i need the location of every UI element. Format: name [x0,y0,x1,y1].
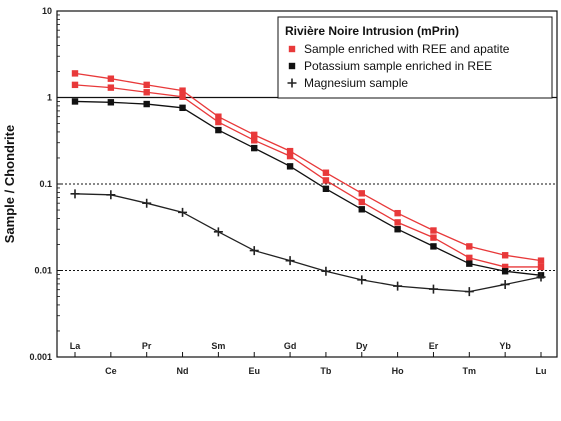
data-point [107,99,115,106]
series-0 [71,70,545,264]
x-category-label: Tm [463,366,477,376]
data-point [288,45,296,53]
x-category-label: Pr [142,341,152,351]
legend-entry: Magnesium sample [304,76,408,90]
y-tick-label: 0.001 [29,352,52,362]
data-point [430,227,437,234]
data-point [251,137,258,144]
y-axis: 10 1 0.1 0.01 0.001 [29,6,62,362]
data-point [179,87,186,94]
data-point [251,144,258,152]
data-point [286,163,294,170]
data-point [358,198,365,206]
data-point [107,75,115,82]
data-point [106,190,116,200]
data-point [358,206,365,213]
data-point [466,243,473,250]
x-category-label: Lu [536,366,547,376]
x-category-label: Ce [105,366,117,376]
data-point [358,190,365,197]
data-point [251,131,258,139]
data-point [71,98,79,105]
data-point [213,227,223,237]
y-axis-label: Sample / Chondrite [2,125,17,243]
x-category-label: Yb [499,341,511,351]
y-tick-label: 0.01 [34,266,52,276]
data-point [215,113,222,120]
data-point [288,62,296,70]
data-point [357,275,367,285]
data-point [143,81,150,89]
y-tick-label: 10 [42,6,52,16]
series-1 [71,81,545,271]
x-category-label: Dy [356,341,368,351]
x-category-label: Gd [284,341,297,351]
series-line [74,84,541,268]
data-point [466,260,473,267]
data-point [501,252,509,259]
data-point [286,147,294,155]
data-point [143,100,150,108]
data-point [215,118,222,126]
data-point [536,272,546,282]
x-category-label: La [70,341,81,351]
series-group [70,70,546,297]
data-point [286,152,294,160]
data-point [322,169,330,176]
y-tick-label: 1 [47,93,52,103]
x-category-label: Sm [211,341,225,351]
legend-entry: Potassium sample enriched in REE [304,59,492,73]
data-point [143,89,150,96]
data-point [285,256,295,266]
data-point [179,104,186,112]
data-point [71,70,79,77]
data-point [430,243,437,250]
y-tick-label: 0.1 [39,179,52,189]
data-point [321,266,331,276]
data-point [249,246,259,256]
data-point [322,185,330,193]
data-point [179,93,186,100]
data-point [142,198,152,208]
data-point [430,234,437,241]
series-line [74,100,542,276]
data-point [178,207,188,217]
data-point [394,226,401,233]
data-point [394,219,401,226]
data-point [70,189,80,199]
data-point [71,81,79,89]
data-point [501,263,509,271]
data-point [287,78,297,88]
x-category-label: Er [429,341,439,351]
data-point [464,287,474,297]
series-line [74,193,542,293]
legend-entry: Sample enriched with REE and apatite [304,42,510,56]
data-point [393,281,403,291]
series-line [74,72,542,262]
legend-box [277,16,553,99]
x-category-label: Nd [177,366,189,376]
data-point [215,126,222,134]
x-axis: La Ce Pr Nd Sm Eu Gd Tb Dy Ho Er Tm Yb Lu [70,341,547,376]
x-category-label: Ho [392,366,404,376]
series-3 [70,189,546,297]
data-point [107,84,115,91]
data-point [501,268,509,275]
x-category-label: Eu [248,366,260,376]
series-2 [71,98,545,279]
data-point [537,263,545,271]
data-point [537,257,545,264]
data-point [500,279,510,289]
data-point [466,254,473,262]
legend-title: Rivière Noire Intrusion (mPrin) [285,24,459,38]
legend-items: Sample enriched with REE and apatite Pota… [287,42,510,90]
x-category-label: Tb [320,366,331,376]
data-point [322,177,330,184]
legend: Rivière Noire Intrusion (mPrin) Sample e… [277,16,553,99]
data-point [394,209,401,217]
data-point [428,284,438,294]
grid-lines [57,96,557,271]
